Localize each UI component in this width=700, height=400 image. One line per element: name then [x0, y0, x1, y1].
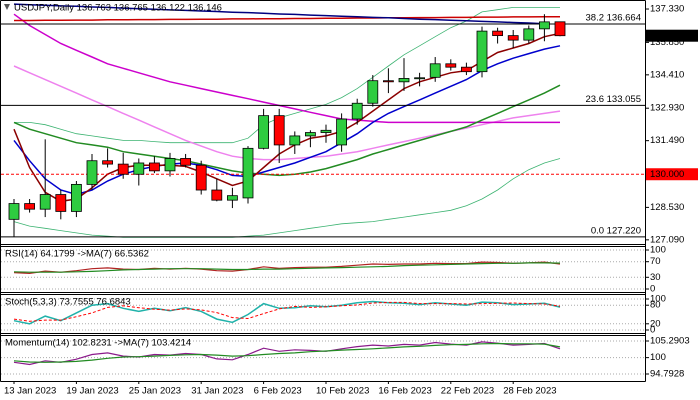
indicator-line [14, 7, 560, 144]
y-tick-label: 0 [650, 284, 655, 295]
candle-body [211, 189, 223, 201]
y-tick-label: 105.2903 [650, 336, 690, 347]
candle-body [476, 30, 488, 73]
indicator-line [13, 13, 560, 124]
stoch-title: Stoch(5,3,3) 73.7555 76.6843 [5, 297, 131, 308]
candle-body [226, 195, 238, 201]
candle-body [382, 80, 394, 83]
candle-body [304, 132, 316, 137]
y-tick-label: 100 [650, 294, 666, 305]
y-tick-label: 20 [650, 318, 661, 329]
candle-body [554, 21, 566, 37]
y-tick-label: 135.850 [650, 37, 684, 48]
y-tick-label: 134.410 [650, 69, 684, 80]
momentum-title: Momentum(14) 102.8231 ->MA(7) 103.4214 [5, 338, 191, 349]
candle-body [507, 35, 519, 41]
y-tick-label: 80 [650, 300, 661, 311]
y-tick-label: 94.7928 [650, 369, 684, 380]
indicator-line [13, 3, 545, 25]
x-tick-label: 28 Feb 2023 [503, 386, 556, 397]
candle-body [492, 30, 504, 37]
candle-body [102, 160, 113, 165]
candle-body [398, 78, 410, 83]
y-tick-label: 70 [650, 256, 661, 267]
x-tick-label: 13 Jan 2023 [4, 386, 56, 397]
candle-body [55, 194, 67, 212]
x-tick-label: 10 Feb 2023 [316, 386, 369, 397]
candle-body [367, 80, 379, 104]
candle-body [24, 203, 36, 210]
candle-body [336, 118, 348, 146]
x-tick-label: 31 Jan 2023 [191, 386, 243, 397]
y-tick-label: 137.330 [650, 4, 684, 15]
symbol-icon [4, 4, 10, 10]
x-tick-label: 19 Jan 2023 [66, 386, 118, 397]
rsi-title: RSI(14) 64.1799 ->MA(7) 66.5362 [5, 249, 149, 260]
y-tick-label: 30 [650, 272, 661, 283]
candle-body [71, 183, 82, 212]
x-tick-label: 6 Feb 2023 [254, 386, 302, 397]
level-label: 0.0 127.220 [591, 225, 641, 236]
candle-body [148, 162, 160, 172]
candle-body [273, 115, 285, 146]
candle-body [180, 158, 192, 166]
y-tick-label: 131.490 [650, 135, 684, 146]
candle-body [539, 21, 550, 30]
price-box-label: 130.000 [650, 169, 684, 180]
y-tick-label: 100 [650, 245, 666, 256]
indicator-line [13, 342, 561, 363]
x-tick-label: 22 Feb 2023 [441, 386, 494, 397]
y-tick-label: 0 [650, 325, 655, 336]
candle-body [39, 194, 51, 210]
candle-body [445, 63, 457, 68]
candle-body [8, 203, 20, 220]
candle-body [86, 160, 98, 185]
y-tick-label: 100 [650, 352, 666, 363]
candle-body [320, 129, 332, 133]
price-box [646, 168, 698, 181]
candle-body [289, 135, 301, 146]
candle-body [133, 162, 145, 175]
candle-body [117, 163, 129, 175]
candle-body [351, 102, 363, 120]
indicator-line [13, 84, 561, 177]
indicator-line [13, 158, 561, 238]
candle-body [523, 28, 535, 41]
candle-body [164, 158, 176, 172]
last-price-label: 136.146 [650, 30, 684, 41]
indicator-line [13, 301, 561, 322]
x-tick-label: 25 Jan 2023 [129, 386, 181, 397]
level-label: 23.6 133.055 [586, 94, 641, 105]
candle-body [460, 66, 472, 73]
candle-body [414, 77, 426, 80]
plot-area: 38.2 136.664 23.6 133.055 0.0 127.220 [1, 3, 649, 384]
y-tick-label: 132.930 [650, 103, 684, 114]
last-price-box [646, 29, 698, 42]
y-tick-label: 127.090 [650, 234, 684, 245]
candle-body [429, 63, 441, 78]
indicator-line [14, 15, 560, 22]
chart-title: USDJPY,Daily 136.763 136.765 136.122 136… [14, 3, 222, 14]
candle-body [242, 147, 254, 199]
indicator-line [13, 262, 561, 273]
candle-body [258, 115, 270, 149]
indicator-line [13, 45, 561, 196]
candle-body [195, 164, 207, 191]
level-label: 38.2 136.664 [586, 13, 641, 24]
x-tick-label: 16 Feb 2023 [378, 386, 431, 397]
y-tick-label: 128.530 [650, 202, 684, 213]
